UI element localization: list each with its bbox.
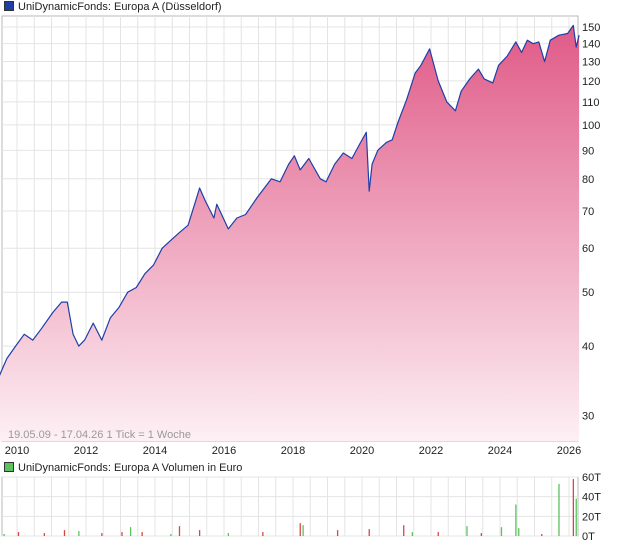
volume-bar (3, 534, 5, 536)
volume-legend: UniDynamicFonds: Europa A Volumen in Eur… (4, 461, 242, 475)
price-y-tick-label: 150 (582, 22, 600, 34)
volume-legend-swatch (4, 462, 14, 472)
x-tick-label: 2010 (5, 445, 29, 457)
volume-bar (141, 532, 143, 536)
volume-y-axis: 0T 20T 40T 60T (582, 472, 601, 543)
price-y-tick-label: 90 (582, 145, 594, 157)
price-y-tick-label: 80 (582, 174, 594, 186)
x-tick-label: 2012 (74, 445, 98, 457)
x-tick-label: 2026 (557, 445, 581, 457)
x-tick-label: 2014 (143, 445, 167, 457)
volume-grid (2, 476, 578, 537)
volume-plot-frame (1, 476, 579, 537)
price-legend-swatch (4, 1, 14, 11)
volume-y-tick-label: 60T (582, 472, 601, 484)
volume-bar (170, 534, 172, 536)
volume-bar (558, 483, 560, 536)
volume-bar (17, 532, 20, 536)
price-line (0, 24, 580, 376)
volume-panel: 0T 20T 40T 60T (1, 472, 601, 543)
volume-y-tick-label: 40T (582, 492, 601, 504)
price-y-tick-label: 40 (582, 341, 594, 353)
volume-bar (336, 530, 339, 536)
volume-bar (500, 527, 503, 536)
price-y-tick-label: 110 (582, 97, 600, 109)
price-y-axis: 30 40 50 60 70 80 90 100 110 120 130 140 150 (582, 22, 600, 423)
volume-bar (178, 526, 181, 536)
volume-legend-label: UniDynamicFonds: Europa A Volumen in Eur… (18, 462, 243, 474)
price-y-tick-label: 70 (582, 206, 594, 218)
volume-bar (227, 533, 230, 536)
volume-bar (466, 526, 468, 536)
volume-bar (368, 529, 370, 536)
price-y-tick-label: 140 (582, 39, 600, 51)
x-tick-label: 2018 (281, 445, 305, 457)
price-y-tick-label: 100 (582, 120, 600, 132)
volume-bar (43, 533, 46, 536)
volume-y-tick-label: 20T (582, 511, 601, 523)
x-tick-label: 2024 (488, 445, 512, 457)
volume-bar (541, 534, 543, 536)
volume-bar (121, 532, 123, 536)
price-y-tick-label: 130 (582, 57, 600, 69)
volume-bar (262, 532, 264, 536)
price-legend: UniDynamicFonds: Europa A (Düsseldorf) (4, 0, 222, 14)
volume-bar (575, 498, 577, 536)
volume-bar (518, 528, 520, 536)
price-y-tick-label: 50 (582, 287, 594, 299)
volume-bar (515, 504, 517, 536)
volume-bar (480, 533, 483, 536)
volume-y-tick-label: 0T (582, 531, 595, 543)
volume-bar (572, 478, 575, 536)
volume-bar (78, 531, 80, 536)
x-tick-label: 2022 (419, 445, 443, 457)
volume-bar (101, 533, 103, 536)
volume-bar (129, 527, 132, 536)
range-note: 19.05.09 - 17.04.26 1 Tick = 1 Woche (8, 429, 191, 441)
x-axis: 2010 2012 2014 2016 2018 2020 2022 2024 2026 (5, 445, 581, 457)
price-area (0, 25, 580, 441)
volume-bar (63, 530, 66, 536)
volume-bar (198, 530, 201, 536)
price-y-tick-label: 120 (582, 76, 600, 88)
x-tick-label: 2020 (350, 445, 374, 457)
volume-bar (403, 525, 405, 536)
price-y-tick-label: 60 (582, 243, 594, 255)
price-y-tick-label: 30 (582, 411, 594, 423)
volume-bar (302, 525, 304, 536)
volume-bar (437, 532, 439, 536)
volume-bar (299, 523, 301, 536)
volume-bars (3, 478, 577, 536)
volume-bar (411, 532, 414, 536)
price-legend-label: UniDynamicFonds: Europa A (Düsseldorf) (18, 1, 222, 13)
x-tick-label: 2016 (212, 445, 236, 457)
